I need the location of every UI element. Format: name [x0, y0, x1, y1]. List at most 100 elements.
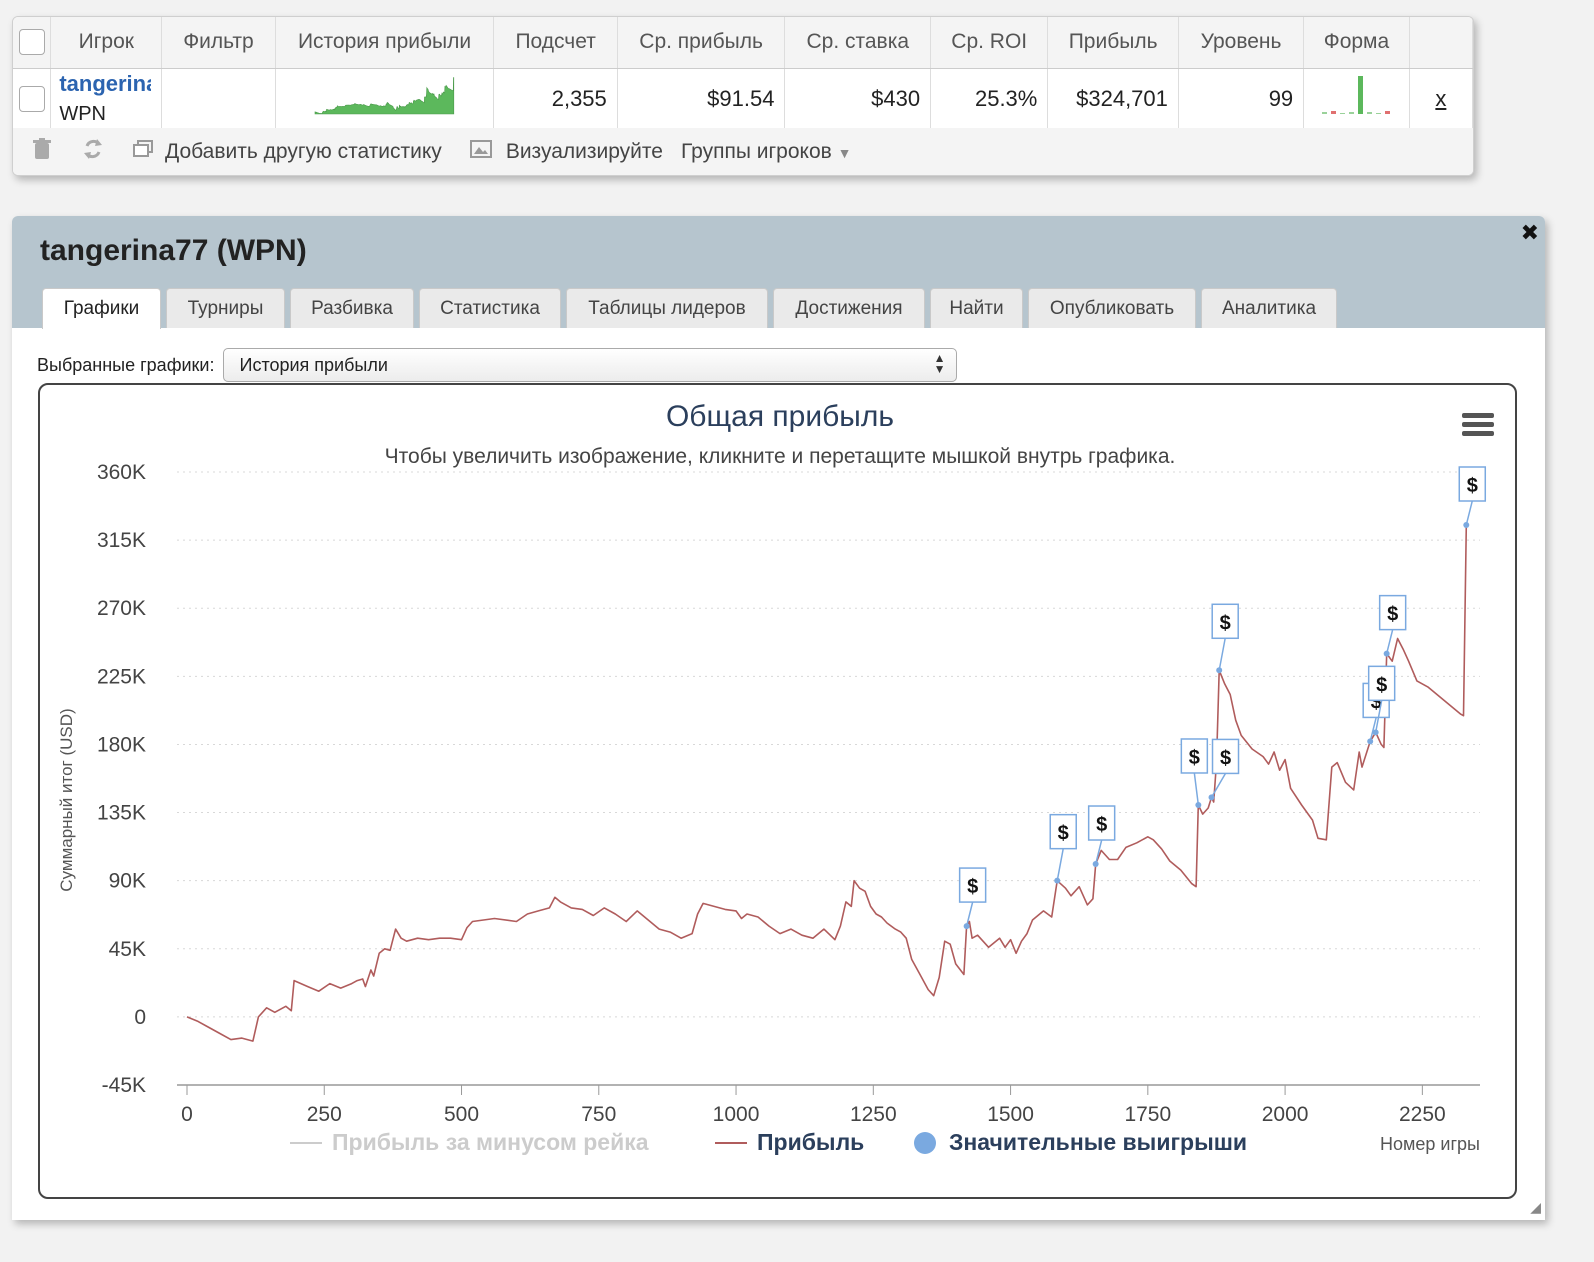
col-filter[interactable]: Фильтр: [161, 17, 276, 69]
chart-select[interactable]: История прибыли ▲ ▼: [222, 348, 957, 382]
form-cell: [1303, 68, 1410, 130]
chart-select-value: История прибыли: [239, 354, 388, 375]
col-player[interactable]: Игрок: [50, 17, 163, 69]
row-checkbox[interactable]: [18, 86, 45, 113]
visualize-button[interactable]: Визуализируйте: [505, 140, 663, 163]
flag-pole: [965, 901, 974, 927]
big-win-flag-label: $: [1220, 612, 1231, 634]
big-win-flags: $$ $$ $$$$$$: [958, 466, 1487, 930]
col-profit-history[interactable]: История прибыли: [275, 17, 495, 69]
form-bar-chart[interactable]: [1316, 75, 1396, 116]
form-bar: [1367, 111, 1373, 114]
tab-find[interactable]: Найти: [930, 288, 1023, 328]
big-win-flag-label: $: [1189, 747, 1200, 769]
y-tick-label: 315K: [97, 529, 146, 552]
trash-icon[interactable]: [33, 138, 51, 166]
x-tick-label: 750: [581, 1103, 616, 1126]
tab-charts[interactable]: Графики: [42, 288, 161, 329]
tab-analytics[interactable]: Аналитика: [1201, 288, 1337, 328]
table-header-row: Игрок Фильтр История прибыли Подсчет Ср.…: [13, 17, 1473, 69]
avg-profit-cell: $91.54: [617, 68, 786, 130]
y-tick-label: 225K: [97, 665, 146, 688]
flag-pole: [1210, 773, 1227, 798]
y-tick-label: 0: [134, 1006, 146, 1029]
chart-selector-row: Выбранные графики: История прибыли ▲ ▼: [37, 348, 957, 382]
y-tick-label: 135K: [97, 802, 146, 825]
player-groups-dropdown[interactable]: Группы игроков ▼: [681, 140, 852, 164]
tab-leaderboards[interactable]: Таблицы лидеров: [566, 288, 768, 328]
big-win-point: [963, 923, 970, 930]
tab-breakdown[interactable]: Разбивка: [290, 288, 414, 328]
player-name-link[interactable]: tangerina77: [59, 70, 151, 96]
add-stat-button[interactable]: Добавить другую статистику: [165, 140, 442, 163]
flag-pole: [1369, 717, 1377, 742]
tab-statistics[interactable]: Статистика: [419, 288, 561, 328]
col-avg-stake[interactable]: Ср. ставка: [784, 17, 932, 69]
refresh-icon[interactable]: [83, 138, 103, 166]
remove-player-link[interactable]: x: [1409, 68, 1473, 130]
big-win-point: [1054, 877, 1061, 884]
x-tick-label: 2000: [1262, 1103, 1309, 1126]
profit-chart[interactable]: Общая прибыль Чтобы увеличить изображени…: [40, 385, 1515, 1197]
form-bar: [1340, 112, 1346, 114]
big-win-point: [1092, 861, 1099, 868]
col-level[interactable]: Уровень: [1178, 17, 1305, 69]
y-tick-label: 360K: [97, 461, 146, 484]
x-tick-label: 500: [444, 1103, 479, 1126]
y-axis-ticks: -45K 0 45K 90K 135K 180K 225K 270K 315K 360K: [97, 461, 146, 1097]
x-tick-label: 1500: [987, 1103, 1034, 1126]
tab-achievements[interactable]: Достижения: [773, 288, 925, 328]
legend-dot-big-wins: [914, 1132, 936, 1154]
filter-cell[interactable]: [161, 68, 276, 130]
select-arrows-icon: ▲ ▼: [933, 351, 946, 376]
chart-container[interactable]: Общая прибыль Чтобы увеличить изображени…: [38, 383, 1517, 1199]
caret-down-icon: ▼: [837, 145, 852, 161]
form-bar: [1358, 75, 1364, 114]
tab-publish[interactable]: Опубликовать: [1028, 288, 1196, 328]
tab-tournaments[interactable]: Турниры: [166, 288, 285, 328]
big-win-flag: [1458, 466, 1487, 502]
select-all-checkbox[interactable]: [18, 29, 45, 56]
y-tick-label: 270K: [97, 597, 146, 620]
panel-header: tangerina77 (WPN) ✖ Графики Турниры Разб…: [12, 216, 1545, 329]
form-bar: [1376, 112, 1382, 114]
chart-grid: [177, 471, 1480, 1086]
form-bar: [1331, 110, 1337, 114]
form-bar: [1322, 111, 1328, 114]
table-row: tangerina77 WPN 2,355 $91.54 $430 25.3% …: [13, 68, 1473, 130]
big-win-flag-label: $: [1220, 747, 1231, 769]
big-win-flag: [1367, 665, 1396, 702]
x-tick-label: 1250: [850, 1103, 897, 1126]
form-bar: [1385, 110, 1391, 114]
col-form[interactable]: Форма: [1303, 17, 1410, 69]
big-win-flag: [1211, 738, 1240, 775]
player-groups-label: Группы игроков: [680, 140, 832, 163]
close-icon[interactable]: ✖: [1520, 220, 1539, 245]
big-win-point: [1372, 729, 1379, 736]
legend-item-net-rake: Прибыль за минусом рейка: [332, 1129, 649, 1155]
big-win-point: [1367, 738, 1374, 745]
col-avg-roi[interactable]: Ср. ROI: [930, 17, 1049, 69]
col-count[interactable]: Подсчет: [493, 17, 618, 69]
big-win-point: [1463, 521, 1470, 528]
x-tick-label: 2250: [1399, 1103, 1446, 1126]
col-profit[interactable]: Прибыль: [1047, 17, 1179, 69]
big-win-point: [1383, 650, 1390, 657]
legend-item-profit: Прибыль: [757, 1129, 864, 1155]
profit-sparkline[interactable]: [310, 74, 460, 118]
flag-pole: [1094, 839, 1103, 865]
resize-grip-icon[interactable]: ◢: [1530, 1199, 1541, 1215]
col-remove: [1409, 17, 1473, 69]
big-win-flag: [1049, 813, 1077, 850]
big-win-flag: [1378, 594, 1407, 631]
avg-roi-cell: 25.3%: [930, 68, 1049, 130]
player-cell: tangerina77 WPN: [50, 68, 163, 130]
profit-line: [186, 524, 1469, 1042]
y-tick-label: -45K: [102, 1074, 146, 1097]
player-stats-table: Игрок Фильтр История прибыли Подсчет Ср.…: [12, 16, 1474, 176]
count-cell: 2,355: [493, 68, 618, 130]
col-avg-profit[interactable]: Ср. прибыль: [617, 17, 786, 69]
chart-legend: Прибыль за минусом рейка Прибыль Значитель…: [290, 1129, 1247, 1155]
x-axis-title: Номер игры: [1380, 1134, 1480, 1154]
hamburger-menu-icon[interactable]: [1462, 413, 1494, 436]
